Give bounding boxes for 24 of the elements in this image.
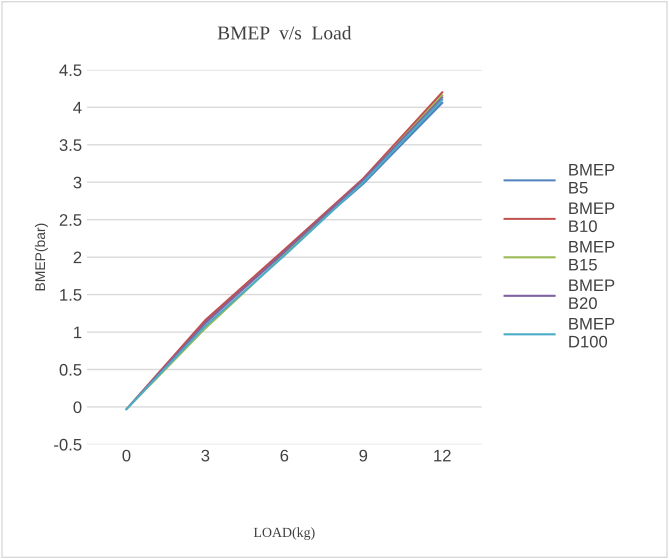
- x-tick-label: 3: [201, 450, 210, 462]
- chart-title: BMEP v/s Load: [218, 26, 352, 40]
- y-tick-label: 3.5: [60, 139, 82, 151]
- y-tick-label: -0.5: [54, 438, 82, 451]
- x-tick-label: 9: [359, 450, 368, 462]
- y-tick-label: 2: [74, 252, 82, 264]
- x-axis-title: LOAD(kg): [254, 527, 315, 540]
- legend-label: BMEP D100: [569, 318, 614, 348]
- x-tick-label: 6: [280, 450, 288, 462]
- y-tick-label: 4: [73, 102, 82, 114]
- legend-label: BMEP B20: [569, 279, 614, 310]
- y-tick-label: 2.5: [60, 214, 82, 226]
- legend-label: BMEP B5: [569, 164, 614, 194]
- legend-label: BMEP B10: [569, 202, 614, 232]
- legend-label: BMEP B15: [569, 241, 614, 271]
- y-tick-label: 1.5: [60, 289, 82, 301]
- y-axis-title: BMEP(bar): [34, 224, 48, 290]
- x-tick-label: 12: [434, 450, 451, 462]
- y-tick-label: 4.5: [59, 64, 82, 76]
- y-tick-label: 3: [73, 176, 82, 188]
- x-tick-label: 0: [122, 450, 130, 462]
- y-tick-label: 0: [73, 401, 82, 414]
- y-tick-label: 0.5: [60, 364, 82, 376]
- y-tick-label: 1: [74, 326, 82, 338]
